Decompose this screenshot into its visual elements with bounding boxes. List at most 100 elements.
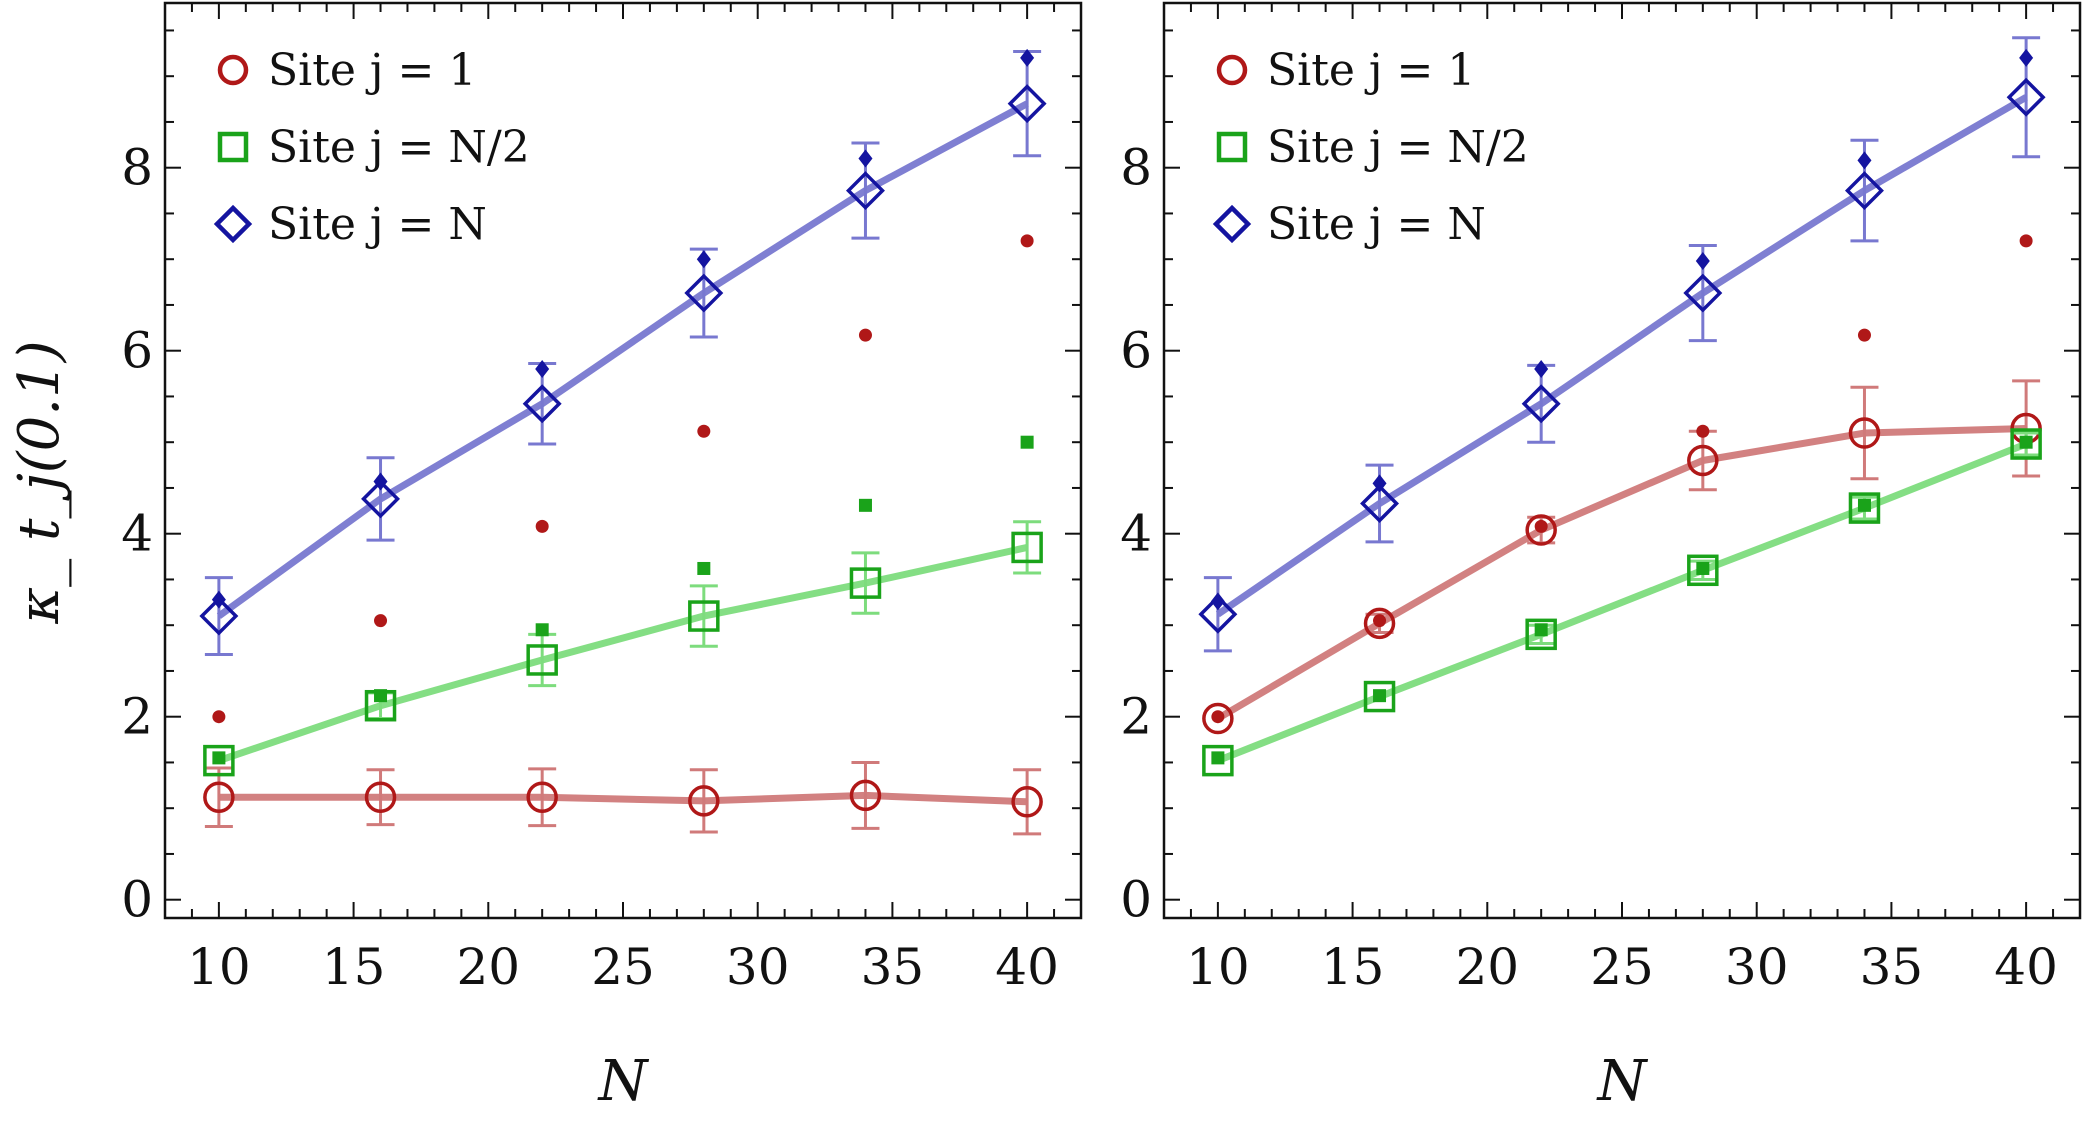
left-x-tick-label: 25 xyxy=(591,938,655,996)
right-legend-label: Site j = N/2 xyxy=(1267,122,1529,173)
left-site-1-errorbar xyxy=(1013,768,1042,836)
left-y-tick-label: 4 xyxy=(121,505,153,563)
y-axis-label: κ_ t_j(0.1) xyxy=(7,340,72,624)
right-site-1-reference-point xyxy=(1696,424,1710,438)
left-x-tick-label: 10 xyxy=(187,938,251,996)
left-site-n-reference-point xyxy=(696,250,711,269)
right-site-1-reference-point xyxy=(1857,328,1871,342)
left-site-n-reference-point xyxy=(1020,48,1035,67)
left-site-1-errorbar xyxy=(689,768,718,834)
left-site-n-point xyxy=(361,479,401,519)
left-y-tick-label: 8 xyxy=(121,139,153,197)
left-site-1-reference-point xyxy=(1020,234,1034,248)
left-site-half-errorbar xyxy=(1013,520,1042,575)
right-site-1-reference-point xyxy=(2019,234,2033,248)
left-site-half-reference-point xyxy=(535,623,549,637)
left-x-tick-label: 35 xyxy=(861,938,925,996)
right-site-1-point xyxy=(1202,702,1234,735)
left-site-n-point xyxy=(522,384,562,424)
right-y-tick-label: 2 xyxy=(1120,688,1152,746)
left-site-half-reference-point xyxy=(374,689,388,703)
left-legend-square-marker xyxy=(217,131,249,163)
left-site-n-reference-point xyxy=(858,149,873,168)
left-site-n-point xyxy=(1007,84,1047,124)
right-x-tick-label: 35 xyxy=(1860,938,1924,996)
left-y-tick-label: 2 xyxy=(121,688,153,746)
right-site-n-reference-point xyxy=(1372,474,1387,493)
right-site-half-reference-point xyxy=(2019,435,2033,449)
left-site-half-errorbar xyxy=(689,584,718,648)
right-site-half-reference-point xyxy=(1373,689,1387,703)
left-site-n-reference-point xyxy=(535,360,550,378)
left-site-n-reference-point xyxy=(373,472,388,491)
right-site-n-point xyxy=(1844,171,1884,211)
left-site-1-reference-point xyxy=(858,328,872,342)
right-site-half-point xyxy=(2010,428,2042,460)
right-site-n-point xyxy=(1198,594,1238,634)
left-site-1-reference-point xyxy=(535,519,549,533)
left-site-half-point xyxy=(203,744,235,777)
left-legend-diamond-marker xyxy=(213,204,253,244)
left-site-1-point xyxy=(526,781,558,813)
left-x-tick-label: 20 xyxy=(456,938,520,996)
left-data-marks xyxy=(199,48,1047,836)
left-panel: 10 15 20 25 30 35 40 0 2 4 6 8 Site j = 1 Site j = N… xyxy=(121,1,1083,1114)
right-site-n-point xyxy=(2006,77,2046,117)
right-x-tick-label: 15 xyxy=(1321,938,1385,996)
left-site-1-errorbar xyxy=(366,768,395,827)
left-site-1-errorbar xyxy=(528,767,557,828)
left-legend-label: Site j = N/2 xyxy=(268,122,530,173)
right-site-n-reference-point xyxy=(2019,48,2034,67)
right-legend-item-site-1: Site j = 1 xyxy=(1216,45,1475,96)
left-y-tick-label: 0 xyxy=(121,871,153,929)
left-site-n-errorbar xyxy=(1013,49,1042,158)
left-site-n-point xyxy=(845,171,885,211)
left-site-half-line xyxy=(217,544,1028,764)
left-x-tick-label: 15 xyxy=(322,938,386,996)
right-x-axis-label: N xyxy=(1596,1049,1649,1114)
right-site-1-errorbar xyxy=(1850,385,1879,481)
right-site-half-point xyxy=(1848,492,1881,524)
left-site-1-point xyxy=(688,785,720,817)
right-legend-diamond-marker xyxy=(1212,204,1252,244)
left-site-half-point xyxy=(688,600,720,632)
right-legend-label: Site j = N xyxy=(1267,199,1486,250)
right-site-half-reference-point xyxy=(1534,623,1548,637)
left-site-n-point xyxy=(199,596,239,636)
right-site-half-point xyxy=(1363,680,1396,713)
left-site-n-errorbar xyxy=(204,576,233,656)
right-legend-item-site-half: Site j = N/2 xyxy=(1216,122,1529,173)
left-x-tick-label: 30 xyxy=(726,938,790,996)
right-data-marks xyxy=(1198,36,2046,777)
right-site-half-line xyxy=(1216,440,2028,764)
right-site-1-reference-point xyxy=(1373,614,1387,628)
left-site-1-point xyxy=(1011,786,1043,818)
right-site-n-errorbar xyxy=(1203,576,1232,653)
left-site-half-point xyxy=(526,644,558,676)
right-site-n-point xyxy=(1521,384,1561,424)
left-site-1-reference-point xyxy=(697,424,711,438)
left-legend-label: Site j = 1 xyxy=(268,45,476,96)
left-site-half-reference-point xyxy=(212,751,226,765)
left-legend-circle-marker xyxy=(217,54,249,86)
left-site-half-point xyxy=(849,567,882,599)
left-site-1-point xyxy=(849,779,882,812)
right-panel: 10 15 20 25 30 35 40 0 2 4 6 8 Site j = 1 Site j = N… xyxy=(1120,1,2082,1114)
right-site-1-point xyxy=(1363,607,1396,640)
left-site-1-reference-point xyxy=(212,710,226,724)
right-site-1-point xyxy=(1687,444,1719,477)
right-y-tick-label: 6 xyxy=(1120,322,1152,380)
right-site-n-point xyxy=(1360,484,1400,523)
right-site-half-reference-point xyxy=(1857,498,1871,512)
right-legend-label: Site j = 1 xyxy=(1267,45,1475,96)
right-site-half-reference-point xyxy=(1696,561,1710,575)
right-site-half-point xyxy=(1687,554,1719,587)
right-site-1-reference-point xyxy=(1534,519,1548,533)
left-site-1-point xyxy=(364,781,397,813)
right-site-1-point xyxy=(1848,417,1881,449)
left-site-1-line xyxy=(218,791,1028,806)
left-legend-item-site-1: Site j = 1 xyxy=(217,45,476,96)
right-x-tick-label: 25 xyxy=(1590,938,1654,996)
left-x-tick-label: 40 xyxy=(995,938,1059,996)
